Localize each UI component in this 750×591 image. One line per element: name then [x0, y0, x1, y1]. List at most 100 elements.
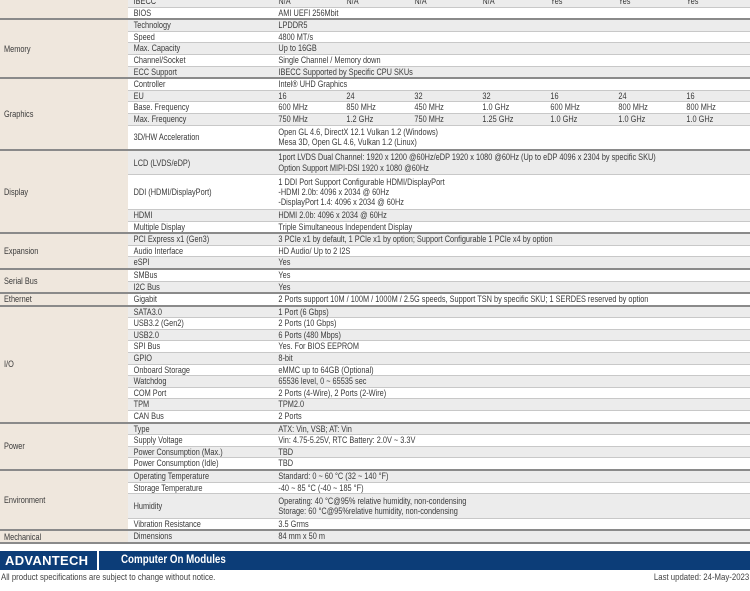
sku-value-cell: 32: [476, 90, 544, 103]
sku-value-cell: 24: [340, 90, 408, 103]
spec-value: Intel® UHD Graphics: [272, 78, 750, 91]
spec-value-line: 4800 MT/s: [278, 31, 314, 42]
spec-row: eSPI Yes: [0, 256, 750, 270]
spec-value-line: Open GL 4.6, DirectX 12.1 Vulkan 1.2 (Wi…: [278, 127, 438, 138]
spec-value-line: Triple Simultaneous Independent Display: [278, 221, 413, 232]
spec-label: SPI Bus: [128, 340, 272, 354]
spec-value-line: TBD: [278, 458, 294, 469]
category-cell: I/O: [0, 305, 128, 424]
spec-row: Watchdog 65536 level, 0 ~ 65535 sec: [0, 375, 750, 388]
spec-label: Base. Frequency: [128, 101, 272, 114]
category-cell: Ethernet: [0, 293, 128, 307]
spec-label: PCI Express x1 (Gen3): [128, 233, 272, 246]
spec-value-line: 65536 level, 0 ~ 65535 sec: [278, 376, 367, 387]
spec-label: Power Consumption (Idle): [128, 457, 272, 472]
spec-row: ECC Support IBECC Supported by Specific C…: [0, 66, 750, 80]
sku-value-cell: 32: [408, 90, 476, 103]
spec-value-line: AMI UEFI 256Mbit: [278, 7, 339, 18]
spec-value: Yes: [272, 256, 750, 270]
spec-value-line: 2 Ports (10 Gbps): [278, 318, 337, 329]
spec-value: 2 Ports (4-Wire), 2 Ports (2-Wire): [272, 387, 750, 400]
spec-value-line: Up to 16GB: [278, 43, 317, 54]
spec-row: Mechanical Dimensions 84 mm x 50 m: [0, 530, 750, 544]
spec-value: TBD: [272, 446, 750, 459]
spec-label: GPIO: [128, 352, 272, 365]
spec-value-line: -DisplayPort 1.4: 4096 x 2034 @ 60Hz: [278, 197, 404, 208]
spec-label: I2C Bus: [128, 281, 272, 295]
sku-value-cell: 850 MHz: [340, 101, 408, 114]
last-updated: Last updated: 24-May-2023: [653, 572, 749, 583]
spec-row: Onboard Storage eMMC up to 64GB (Optional…: [0, 364, 750, 377]
advantech-logo: ADVANTECH: [5, 553, 89, 568]
spec-value-line: Single Channel / Memory down: [278, 54, 381, 65]
spec-label: Supply Voltage: [128, 434, 272, 447]
sku-value-cell: 450 MHz: [408, 101, 476, 114]
sku-value-cell: Yes: [680, 0, 750, 8]
spec-row: Multiple Display Triple Simultaneous Inde…: [0, 221, 750, 235]
spec-row: Max. Frequency 750 MHz 1.2 GHz 750 MHz 1.25 …: [0, 113, 750, 126]
spec-label: ECC Support: [128, 66, 272, 80]
spec-label: LCD (LVDS/eDP): [128, 149, 272, 176]
spec-label: IBECC: [128, 0, 272, 8]
spec-value: Standard: 0 ~ 60 °C (32 ~ 140 °F): [272, 470, 750, 483]
spec-value-line: TPM2.0: [278, 399, 305, 410]
spec-row: Environment Operating Temperature Standard…: [0, 470, 750, 532]
spec-value: 8-bit: [272, 352, 750, 365]
spec-label: SMBus: [128, 268, 272, 282]
spec-value-line: 1 Port (6 Gbps): [278, 306, 329, 317]
spec-row: Channel/Socket Single Channel / Memory do…: [0, 54, 750, 67]
spec-value: 65536 level, 0 ~ 65535 sec: [272, 375, 750, 388]
spec-value-line: Mesa 3D, Open GL 4.6, Vulkan 1.2 (Linux): [278, 137, 417, 148]
spec-label: DDI (HDMI/DisplayPort): [128, 174, 272, 210]
spec-value: Up to 16GB: [272, 42, 750, 55]
spec-row: Display LCD (LVDS/eDP) 1port LVDS Dual Cha…: [0, 149, 750, 235]
spec-value-line: HDMI 2.0b: 4096 x 2034 @ 60Hz: [278, 209, 387, 220]
sku-value-cell: 24: [612, 90, 680, 103]
spec-value-line: Option Support MIPI-DSI 1920 x 1080 @60H…: [278, 162, 429, 173]
spec-value: 3.5 Grms: [272, 518, 750, 532]
spec-label: Audio Interface: [128, 245, 272, 258]
spec-value-line: Storage: 60 °C@95%relative humidity, non…: [278, 505, 458, 516]
spec-row: Vibration Resistance 3.5 Grms: [0, 518, 750, 532]
spec-value: AMI UEFI 256Mbit: [272, 7, 750, 21]
spec-label: Channel/Socket: [128, 54, 272, 67]
spec-row: Expansion PCI Express x1 (Gen3) 3 PCIe x1 …: [0, 233, 750, 270]
spec-value: ATX: Vin, VSB; AT: Vin: [272, 422, 750, 436]
category-cell: [0, 0, 128, 21]
spec-row: Serial Bus SMBus Yes: [0, 268, 750, 295]
sku-value-cell: 16: [544, 90, 612, 103]
spec-label: Operating Temperature: [128, 470, 272, 483]
category-cell: Power: [0, 422, 128, 472]
spec-value: 3 PCIe x1 by default, 1 PCIe x1 by optio…: [272, 233, 750, 246]
spec-label: Vibration Resistance: [128, 518, 272, 532]
spec-value-line: Standard: 0 ~ 60 °C (32 ~ 140 °F): [278, 471, 389, 482]
spec-value-line: 2 Ports support 10M / 100M / 1000M / 2.5…: [278, 294, 649, 305]
spec-value-line: 3 PCIe x1 by default, 1 PCIe x1 by optio…: [278, 234, 553, 245]
sku-value-cell: 750 MHz: [408, 113, 476, 126]
sku-value-cell: 800 MHz: [680, 101, 750, 114]
spec-label: USB2.0: [128, 329, 272, 342]
spec-value-line: Vin: 4.75-5.25V, RTC Battery: 2.0V ~ 3.3…: [278, 435, 416, 446]
category-cell: Serial Bus: [0, 268, 128, 295]
disclaimer-text: All product specifications are subject t…: [1, 572, 216, 583]
spec-value: Yes: [272, 268, 750, 282]
banner-divider: [97, 551, 99, 570]
spec-value: 2 Ports (10 Gbps): [272, 317, 750, 330]
spec-value: 6 Ports (480 Mbps): [272, 329, 750, 342]
spec-label: Storage Temperature: [128, 482, 272, 495]
sku-value-cell: 1.0 GHz: [680, 113, 750, 126]
spec-label: Humidity: [128, 493, 272, 519]
spec-value: 1 DDI Port Support Configurable HDMI/Dis…: [272, 174, 750, 210]
spec-value-line: 1 DDI Port Support Configurable HDMI/Dis…: [278, 176, 445, 187]
spec-value-line: Yes: [278, 269, 291, 280]
category-cell: Expansion: [0, 233, 128, 270]
spec-label: BIOS: [128, 7, 272, 21]
sku-value-cell: 1.0 GHz: [476, 101, 544, 114]
sku-value-cell: 1.2 GHz: [340, 113, 408, 126]
spec-value-line: HD Audio/ Up to 2 I2S: [278, 245, 351, 256]
spec-row: Base. Frequency 600 MHz 850 MHz 450 MHz 1.0 …: [0, 101, 750, 114]
spec-table: IBECC N/A N/A N/A N/A Yes Yes Yes BIOS AMI UEFI 2…: [0, 0, 750, 544]
spec-value-line: IBECC Supported by Specific CPU SKUs: [278, 66, 413, 77]
spec-value-line: eMMC up to 64GB (Optional): [278, 364, 374, 375]
spec-value: TPM2.0: [272, 398, 750, 412]
